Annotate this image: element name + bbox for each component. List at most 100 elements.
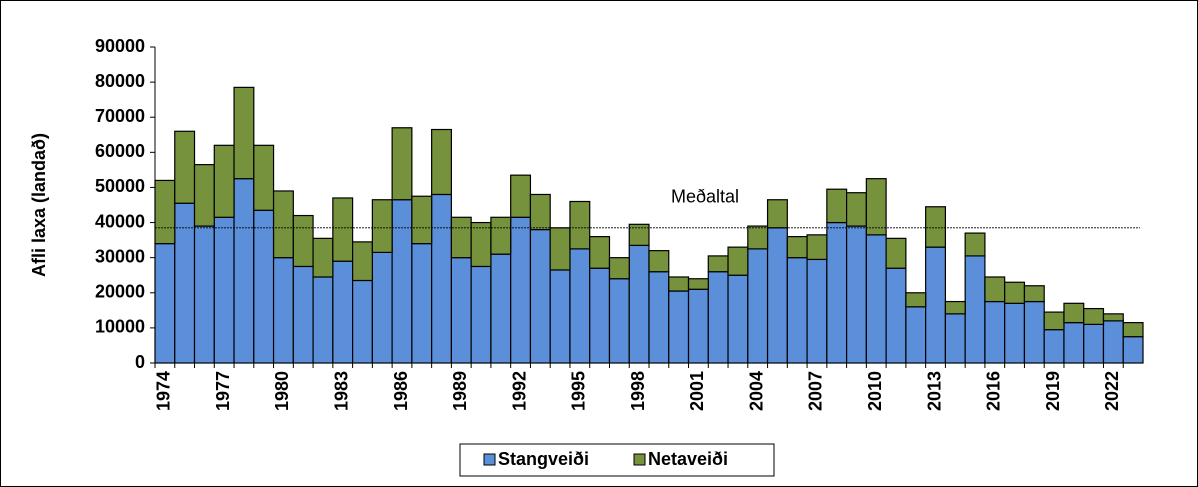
bar [391,199,413,364]
bar [569,248,591,364]
bar [668,290,690,364]
bar [549,227,571,271]
bar [707,271,729,364]
bar [687,288,709,364]
y-tick-label: 10000 [95,317,145,337]
bar [193,164,215,227]
bar [490,253,512,364]
bar [569,200,591,250]
bar [589,267,611,364]
bar [648,271,670,364]
bar [608,257,630,280]
bar [786,257,808,364]
x-tick-label: 2010 [865,371,885,411]
bar [292,214,314,268]
bar [1083,307,1105,325]
bar [925,206,947,248]
bar [944,300,966,315]
bar [154,179,176,245]
bar [510,216,532,364]
bar [747,248,769,364]
x-tick-label: 2022 [1102,371,1122,411]
bar [371,251,393,364]
legend-label: Stangveiði [498,449,589,469]
bar [332,197,354,262]
bar [648,250,670,273]
bar [253,209,275,364]
bar [549,269,571,364]
bar [806,258,828,364]
bar [154,243,176,364]
bar [1043,311,1065,331]
x-tick-label: 1983 [331,371,351,411]
bar [352,241,373,282]
bar [984,276,1006,303]
bar [352,279,373,364]
bar [727,246,749,276]
y-tick-label: 60000 [95,141,145,161]
bar [1083,323,1105,364]
bar [806,234,828,261]
bar [292,265,314,364]
bar [371,199,393,254]
bar [984,300,1006,364]
bar [1004,302,1026,364]
bar [1043,329,1065,364]
bar [431,193,453,364]
bar [272,257,294,364]
x-tick-label: 2001 [687,371,707,411]
bar [233,86,255,180]
legend-label: Netaveiði [648,449,728,469]
bar [628,223,650,246]
bar [826,221,848,364]
x-tick-label: 1989 [450,371,470,411]
bar [865,234,887,364]
bar [490,216,512,255]
y-tick-label: 40000 [95,211,145,231]
bar [391,127,413,201]
bar [193,225,215,364]
x-tick-label: 2007 [806,371,826,411]
bar [450,257,472,364]
bar [1122,336,1144,364]
x-tick-label: 1992 [509,371,529,411]
bar [332,260,354,364]
y-tick-label: 70000 [95,106,145,126]
bar [707,255,729,273]
legend-swatch [483,453,496,466]
bar [272,190,294,259]
x-tick-label: 1980 [272,371,292,411]
x-tick-label: 2019 [1043,371,1063,411]
bar [905,292,927,308]
x-tick-label: 2013 [924,371,944,411]
bar [687,278,709,290]
x-tick-label: 1995 [569,371,589,411]
y-tick-label: 50000 [95,176,145,196]
bar [470,265,492,364]
bar [885,267,907,364]
bar [312,237,334,278]
bar [786,236,808,259]
bar [885,237,907,269]
x-tick-label: 1977 [213,371,233,411]
bar [510,174,532,218]
bar [1122,322,1144,338]
bar [964,232,986,257]
bar [1102,313,1124,322]
y-tick-label: 30000 [95,246,145,266]
y-tick-label: 80000 [95,71,145,91]
x-tick-label: 2016 [984,371,1004,411]
bar [1023,285,1045,303]
legend-swatch [633,453,646,466]
bar [253,144,275,211]
bar [1004,281,1026,304]
bar [925,246,947,364]
bar [608,278,630,364]
x-tick-label: 1998 [628,371,648,411]
x-tick-label: 1986 [391,371,411,411]
bar [589,236,611,269]
bar [766,227,788,364]
bar [865,178,887,236]
x-tick-label: 1974 [154,371,174,411]
